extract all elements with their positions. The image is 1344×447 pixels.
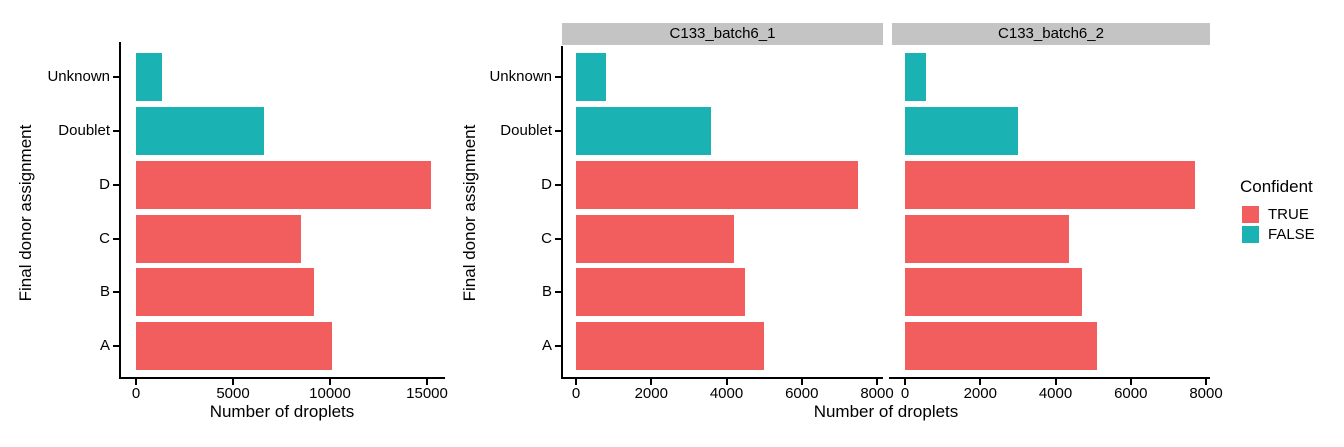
y-tick-label-panel0-b: B <box>99 283 110 300</box>
facet-strip-2-label: C133_batch6_2 <box>998 25 1104 42</box>
y-tick-label-panel0-doublet: Doublet <box>58 122 110 139</box>
y-tick-label-panel1-c: C <box>541 229 552 247</box>
x-tick-label-panel1-4000: 4000 <box>709 385 744 402</box>
x-tick-panel2-2000 <box>979 379 982 385</box>
bar-panel2-a <box>905 321 1097 370</box>
x-tick-panel2-6000 <box>1129 379 1132 385</box>
x-axis-line-panel0 <box>119 377 445 379</box>
left-x-axis-title: Number of droplets <box>209 402 355 421</box>
x-tick-label-panel1-8000: 8000 <box>860 385 894 402</box>
y-tick-panel0-a <box>113 344 119 347</box>
bar-panel0-c <box>136 214 301 263</box>
y-tick-label-panel0-unknown: Unknown <box>47 68 110 85</box>
x-tick-label-panel0-5000: 5000 <box>216 385 250 402</box>
right-x-axis-title: Number of droplets <box>813 402 959 421</box>
legend-swatch-true <box>1242 206 1259 223</box>
bar-panel1-unknown <box>576 53 607 101</box>
legend-swatch-false <box>1242 226 1259 243</box>
left-y-axis-title: Final donor assignment <box>16 124 35 302</box>
bar-panel1-c <box>576 214 734 263</box>
bar-panel0-d <box>136 161 431 209</box>
bar-panel1-doublet <box>576 107 712 155</box>
x-tick-label-panel2-0: 0 <box>900 385 910 402</box>
x-tick-label-panel0-10000: 10000 <box>309 385 351 402</box>
bar-panel0-unknown <box>136 53 163 101</box>
bar-panel2-b <box>905 268 1082 316</box>
y-tick-label-panel0-d: D <box>99 176 110 193</box>
y-tick-panel0-c <box>113 237 119 240</box>
legend-label-false: FALSE <box>1268 226 1315 243</box>
x-axis-line-panel1 <box>561 377 883 379</box>
y-tick-label-panel0-c: C <box>99 229 110 247</box>
bar-panel1-b <box>576 268 746 316</box>
y-tick-panel1-c <box>555 237 561 240</box>
y-tick-label-panel1-unknown: Unknown <box>489 68 552 85</box>
x-tick-label-panel2-8000: 8000 <box>1189 385 1223 402</box>
x-tick-label-panel2-4000: 4000 <box>1038 385 1073 402</box>
x-tick-panel1-2000 <box>650 379 653 385</box>
y-tick-label-panel0-a: A <box>99 336 110 354</box>
bar-panel1-d <box>576 161 859 209</box>
facet-strip-2: C133_batch6_2 <box>892 23 1210 45</box>
y-tick-label-panel1-a: A <box>541 336 552 354</box>
y-tick-panel1-a <box>555 344 561 347</box>
x-tick-panel2-0 <box>904 379 906 385</box>
y-tick-label-panel1-doublet: Doublet <box>500 122 552 139</box>
y-axis-line-panel1 <box>561 46 563 379</box>
x-axis-line-panel2 <box>889 377 1210 379</box>
bar-panel2-doublet <box>905 107 1018 155</box>
bar-panel2-unknown <box>905 53 926 101</box>
x-tick-panel0-5000 <box>232 379 234 385</box>
bar-panel0-a <box>136 321 332 370</box>
y-tick-panel1-d <box>555 184 561 186</box>
x-tick-panel0-0 <box>135 379 137 385</box>
bar-panel2-d <box>905 161 1195 209</box>
facet-strip-1: C133_batch6_1 <box>562 23 883 45</box>
bar-panel0-b <box>136 268 314 316</box>
bar-panel1-a <box>576 321 765 370</box>
x-tick-label-panel0-0: 0 <box>131 385 141 402</box>
x-tick-panel0-10000 <box>329 379 331 385</box>
y-tick-panel0-d <box>113 184 119 186</box>
x-tick-panel2-4000 <box>1054 379 1057 385</box>
y-tick-label-panel1-b: B <box>541 283 552 300</box>
x-tick-panel1-0 <box>575 379 577 385</box>
y-tick-panel1-doublet <box>555 130 561 132</box>
x-tick-panel1-8000 <box>876 379 878 385</box>
x-tick-label-panel1-6000: 6000 <box>785 385 819 402</box>
x-tick-label-panel0-15000: 15000 <box>406 385 448 402</box>
y-tick-panel0-unknown <box>113 76 119 78</box>
x-tick-panel1-4000 <box>725 379 728 385</box>
x-tick-label-panel1-0: 0 <box>571 385 581 402</box>
y-tick-panel1-unknown <box>555 76 561 78</box>
x-tick-label-panel2-2000: 2000 <box>963 385 997 402</box>
y-axis-line-panel0 <box>119 42 121 379</box>
y-tick-panel1-b <box>555 291 561 293</box>
x-tick-label-panel1-2000: 2000 <box>634 385 668 402</box>
bar-panel0-doublet <box>136 107 264 155</box>
facet-strip-1-label: C133_batch6_1 <box>669 25 776 42</box>
x-tick-label-panel2-6000: 6000 <box>1114 385 1148 402</box>
y-tick-panel0-b <box>113 291 119 293</box>
bar-panel2-c <box>905 214 1069 263</box>
y-tick-panel0-doublet <box>113 130 119 132</box>
x-tick-panel1-6000 <box>800 379 803 385</box>
legend-label-true: TRUE <box>1268 206 1309 223</box>
x-tick-panel2-8000 <box>1205 379 1207 385</box>
y-tick-label-panel1-d: D <box>541 176 552 193</box>
legend-title: Confident <box>1240 177 1313 196</box>
right-y-axis-title: Final donor assignment <box>460 124 479 302</box>
x-tick-panel0-15000 <box>426 379 428 385</box>
